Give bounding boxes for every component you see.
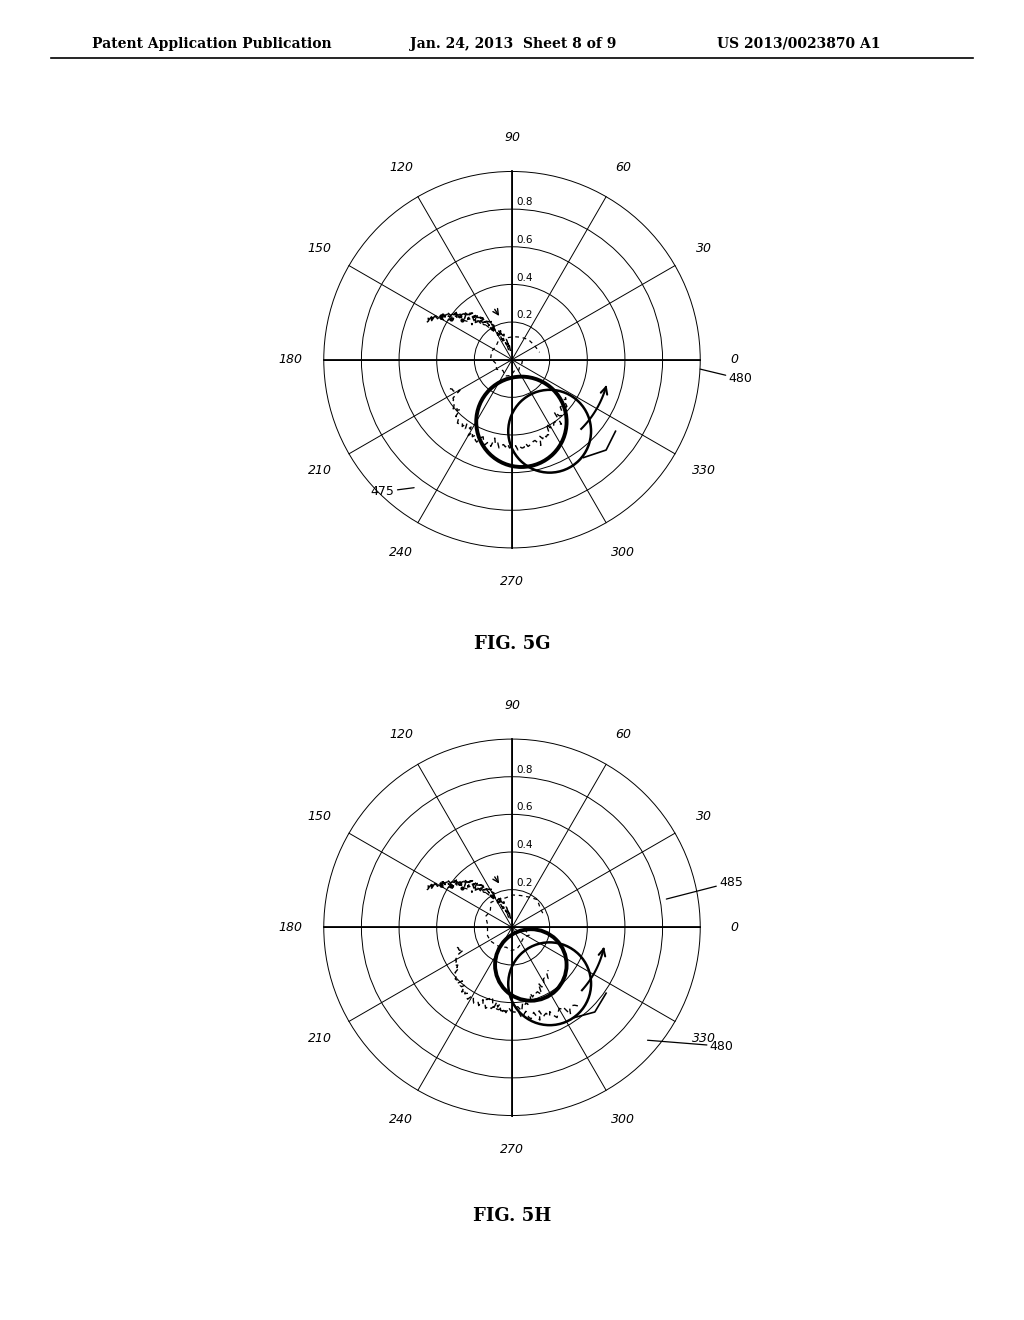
Text: 0.4: 0.4: [517, 272, 534, 282]
Text: 270: 270: [500, 576, 524, 589]
Text: 90: 90: [504, 131, 520, 144]
Text: 480: 480: [647, 1040, 733, 1052]
Text: 300: 300: [611, 1113, 635, 1126]
Text: 485: 485: [667, 876, 743, 899]
Text: 270: 270: [500, 1143, 524, 1156]
Text: 90: 90: [504, 698, 520, 711]
Text: 210: 210: [307, 465, 332, 478]
Text: 475: 475: [371, 486, 414, 498]
Text: 0.6: 0.6: [517, 235, 534, 246]
Text: 180: 180: [278, 354, 302, 366]
Text: 210: 210: [307, 1032, 332, 1045]
Text: 180: 180: [278, 921, 302, 933]
Text: 30: 30: [696, 242, 713, 255]
Text: FIG. 5G: FIG. 5G: [474, 635, 550, 653]
Text: 120: 120: [389, 161, 413, 174]
Text: 60: 60: [615, 729, 631, 742]
Text: 300: 300: [611, 545, 635, 558]
Text: 150: 150: [307, 242, 332, 255]
Text: 240: 240: [389, 1113, 413, 1126]
Text: 0.2: 0.2: [517, 310, 534, 321]
Text: 0.6: 0.6: [517, 803, 534, 813]
Text: FIG. 5H: FIG. 5H: [473, 1206, 551, 1225]
Text: 0: 0: [730, 921, 738, 933]
Text: 330: 330: [692, 1032, 717, 1045]
Text: Jan. 24, 2013  Sheet 8 of 9: Jan. 24, 2013 Sheet 8 of 9: [410, 37, 616, 51]
Text: 30: 30: [696, 809, 713, 822]
Text: 0.4: 0.4: [517, 840, 534, 850]
Text: 480: 480: [700, 370, 753, 385]
Text: 150: 150: [307, 809, 332, 822]
Text: 120: 120: [389, 729, 413, 742]
Text: Patent Application Publication: Patent Application Publication: [92, 37, 332, 51]
Text: 0.2: 0.2: [517, 878, 534, 888]
Text: 0.8: 0.8: [517, 197, 534, 207]
Text: 240: 240: [389, 545, 413, 558]
Text: 0: 0: [730, 354, 738, 366]
Text: US 2013/0023870 A1: US 2013/0023870 A1: [717, 37, 881, 51]
Text: 60: 60: [615, 161, 631, 174]
Text: 0.8: 0.8: [517, 764, 534, 775]
Text: 330: 330: [692, 465, 717, 478]
